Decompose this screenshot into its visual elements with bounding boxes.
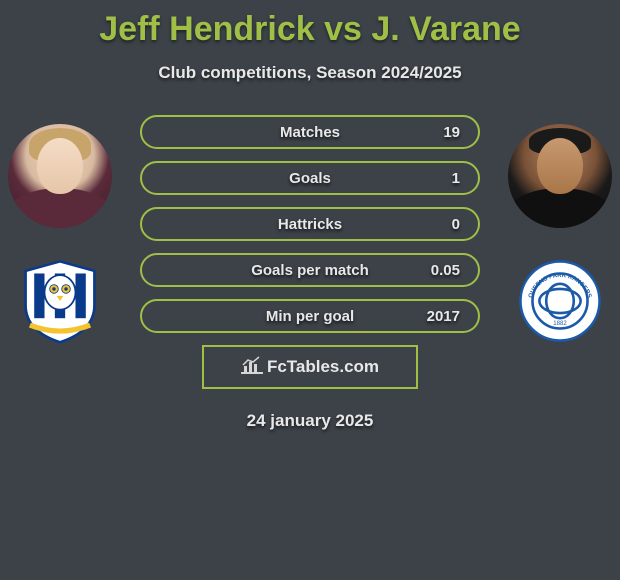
stat-label: Matches: [280, 124, 340, 141]
branding-text: FcTables.com: [267, 357, 379, 377]
player2-avatar: [508, 124, 612, 228]
stat-row: Min per goal 2017: [140, 299, 480, 333]
subtitle: Club competitions, Season 2024/2025: [0, 63, 620, 83]
stat-row: Hattricks 0: [140, 207, 480, 241]
branding-box: FcTables.com: [202, 345, 418, 389]
stat-label: Goals: [289, 170, 331, 187]
stat-label: Hattricks: [278, 216, 342, 233]
player1-club-crest: [17, 258, 103, 344]
player2-club-crest: QUEENS PARK RANGERS 1882: [517, 258, 603, 344]
player1-head: [37, 138, 83, 194]
stat-value-right: 19: [432, 124, 460, 141]
stat-row: Goals per match 0.05: [140, 253, 480, 287]
stat-value-right: 0: [432, 216, 460, 233]
date-text: 24 january 2025: [0, 411, 620, 431]
stat-value-right: 2017: [427, 308, 460, 325]
stats-container: Matches 19 Goals 1 Hattricks 0 Goals per match…: [140, 115, 480, 333]
stat-row: Goals 1: [140, 161, 480, 195]
player1-avatar: [8, 124, 112, 228]
chart-icon: [241, 356, 263, 379]
stat-value-right: 0.05: [431, 262, 460, 279]
svg-text:1882: 1882: [553, 321, 567, 327]
stat-label: Min per goal: [266, 308, 354, 325]
stat-value-right: 1: [432, 170, 460, 187]
player2-head: [537, 138, 583, 194]
player1-torso: [8, 188, 112, 228]
stat-label: Goals per match: [251, 262, 369, 279]
stat-row: Matches 19: [140, 115, 480, 149]
page-title: Jeff Hendrick vs J. Varane: [0, 0, 620, 49]
player2-torso: [508, 188, 612, 228]
